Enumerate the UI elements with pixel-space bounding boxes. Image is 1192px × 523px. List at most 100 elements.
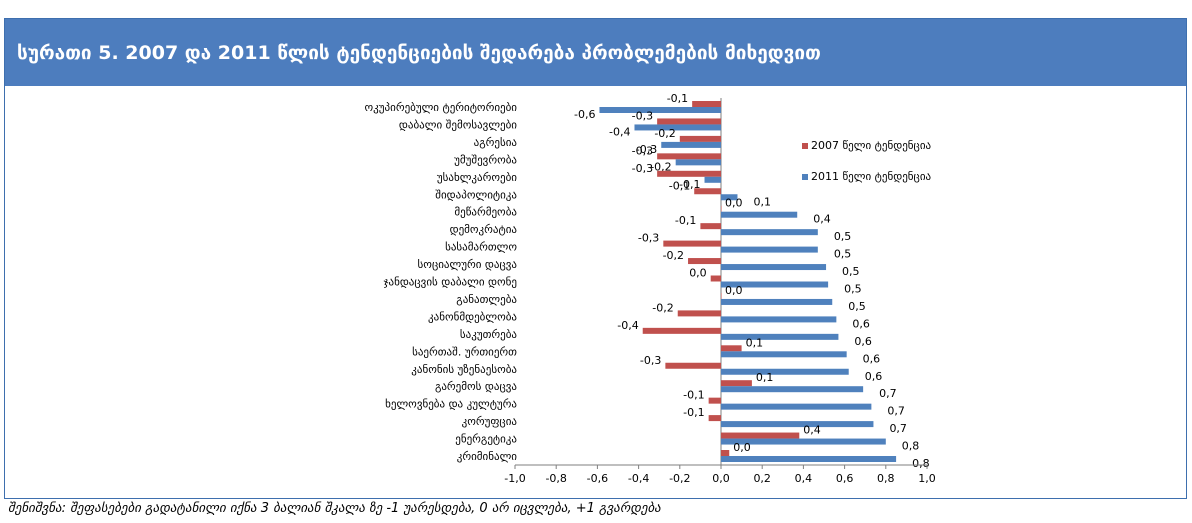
data-label-2011: 0,6 [863,352,881,365]
x-tick-label: 0,6 [836,472,854,485]
data-label-2007: -0,1 [675,214,696,227]
data-label-2007: -0,1 [683,406,704,419]
data-label-2007: 0,0 [725,284,743,297]
category-label: დაბალი შემოსავლები [399,118,517,131]
data-label-2011: 0,1 [753,195,771,208]
category-label: ენერგეტიკა [455,433,517,446]
data-label-2007: -0,2 [654,127,675,140]
bar-2007 [688,258,721,265]
category-label: აგრესია [474,136,518,149]
data-label-2007: -0,3 [632,109,653,122]
bar-2007 [708,415,721,422]
bar-2007 [657,170,721,177]
x-tick-label: -0,8 [545,472,566,485]
data-label-2011: 0,5 [834,230,852,243]
data-label-2011: 0,5 [844,283,862,296]
bar-2007 [721,292,722,299]
bar-2007 [694,188,721,195]
data-label-2011: 0,8 [902,440,920,453]
category-label: ხელოვნება და კულტურა [385,398,517,411]
bar-2011 [599,107,721,113]
data-label-2011: -0,3 [636,143,657,156]
legend-swatch-2007 [802,143,808,149]
data-label-2011: -0,1 [679,178,700,191]
x-tick-label: 0,4 [795,472,813,485]
bar-2007 [708,397,721,404]
bar-2011 [661,141,721,148]
bar-2011 [721,316,837,323]
category-label: სასამართლო [445,241,517,254]
bar-2007 [677,310,721,317]
data-label-2011: 0,6 [865,370,883,383]
bar-2007 [692,101,721,107]
bar-2011 [721,229,818,236]
data-label-2011: -0,4 [609,125,630,138]
data-label-2011: -0,2 [650,160,671,173]
data-label-2007: 0,1 [746,336,764,349]
bar-2011 [721,264,827,271]
bar-2011 [721,403,872,410]
category-label: კორუფცია [462,415,518,428]
bar-2011 [721,456,897,462]
data-label-2007: 0,0 [725,197,743,210]
data-label-2007: -0,3 [640,354,661,367]
data-label-2011: 0,6 [852,317,870,330]
bar-2011 [721,246,818,253]
data-label-2007: -0,3 [638,232,659,245]
data-label-2007: -0,1 [683,389,704,402]
bar-2007 [721,450,730,456]
bar-2011 [634,124,721,131]
bar-2011 [721,333,839,340]
category-label: განათლება [456,293,517,306]
category-label: ჯანდაცვის დაბალი დონე [383,276,517,289]
bar-2011 [675,159,721,166]
data-label-2011: 0,8 [912,457,930,470]
legend-label-2011: 2011 წელი ტენდენცია [811,170,932,183]
data-label-2007: 0,4 [803,424,821,437]
category-label: საერთაშ. ურთიერთ [412,345,517,358]
data-label-2007: 0,0 [733,441,751,454]
data-label-2007: -0,3 [632,162,653,175]
category-label: კრიმინალი [457,450,518,463]
figure-title: სურათი 5. 2007 და 2011 წლის ტენდენციების… [17,41,821,64]
data-label-2011: 0,7 [879,387,897,400]
data-label-2007: -0,3 [632,144,653,157]
category-label: შიდაპოლიტიკა [435,188,517,201]
data-label-2007: -0,2 [663,249,684,262]
bar-2007 [657,153,721,160]
bar-2011 [721,386,864,393]
data-label-2011: -0,6 [574,108,595,121]
x-tick-label: -1,0 [504,472,525,485]
legend-swatch-2011 [802,174,808,180]
bar-2007 [665,362,721,369]
bar-2007 [721,345,742,352]
bar-2011 [721,211,798,218]
x-tick-label: -0,2 [669,472,690,485]
bar-2007 [663,240,721,247]
figure-frame: სურათი 5. 2007 და 2011 წლის ტენდენციების… [4,18,1187,499]
bar-2007 [710,275,721,282]
category-label: დემოკრატია [450,223,518,236]
data-label-2011: 0,5 [848,300,866,313]
bar-2011 [721,351,847,358]
bar-2007 [721,432,800,439]
x-tick-label: 0,2 [753,472,771,485]
legend-label-2007: 2007 წელი ტენდენცია [811,139,932,152]
bar-2007 [721,380,752,387]
data-label-2011: 0,5 [842,265,860,278]
category-label: სოციალური დაცვა [418,258,518,271]
x-tick-label: 1,0 [918,472,936,485]
data-label-2011: 0,7 [889,422,907,435]
x-tick-label: -0,6 [587,472,608,485]
category-label: უსახლკაროები [437,171,517,184]
bar-2007 [642,327,721,334]
data-label-2007: 0,0 [689,267,707,280]
category-label: გარემოს დაცვა [435,380,517,393]
category-label: ოკუპირებული ტერიტორიები [365,101,518,114]
data-label-2007: 0,1 [756,371,774,384]
footnote: შენიშვნა: შეფასებები გადატანილი იქნა 3 ბ… [8,501,661,516]
data-label-2011: 0,4 [813,213,831,226]
figure-header: სურათი 5. 2007 და 2011 წლის ტენდენციების… [5,19,1186,86]
x-tick-label: 0,0 [712,472,730,485]
bar-2011 [721,438,886,445]
